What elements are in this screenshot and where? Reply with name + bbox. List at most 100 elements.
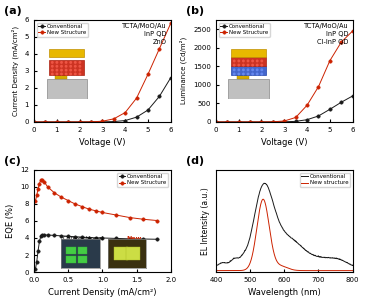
New Structure bbox=[66, 120, 70, 124]
New structure bbox=[350, 269, 355, 272]
Text: TCTA/MoO/Au
InP QD
Cl-InP QD: TCTA/MoO/Au InP QD Cl-InP QD bbox=[304, 23, 349, 45]
Conventional bbox=[141, 237, 146, 241]
New Structure bbox=[73, 202, 77, 206]
Conventional bbox=[35, 260, 39, 264]
New Structure bbox=[293, 116, 298, 119]
Conventional bbox=[134, 115, 139, 119]
Y-axis label: Luminance (Cd/m²): Luminance (Cd/m²) bbox=[180, 37, 188, 105]
New Structure bbox=[169, 22, 173, 25]
Conventional bbox=[350, 264, 355, 267]
Conventional bbox=[43, 120, 47, 124]
New Structure bbox=[114, 213, 118, 217]
New Structure bbox=[100, 119, 104, 123]
New Structure bbox=[33, 200, 38, 203]
New Structure bbox=[146, 72, 150, 76]
Text: TCTA/MoO/Au
InP QD
ZnO: TCTA/MoO/Au InP QD ZnO bbox=[122, 23, 167, 45]
New Structure bbox=[42, 180, 46, 184]
Conventional bbox=[328, 108, 332, 111]
New Structure bbox=[305, 103, 309, 107]
New Structure bbox=[157, 47, 162, 51]
Conventional bbox=[347, 262, 351, 265]
New Structure bbox=[37, 182, 42, 185]
Conventional bbox=[100, 120, 104, 124]
New Structure bbox=[52, 191, 57, 195]
Conventional bbox=[146, 108, 150, 112]
Conventional bbox=[87, 236, 91, 239]
New Structure bbox=[112, 117, 116, 121]
Conventional bbox=[293, 120, 298, 123]
Conventional bbox=[80, 235, 84, 239]
Conventional bbox=[33, 268, 38, 271]
Conventional bbox=[36, 249, 40, 253]
Line: Conventional: Conventional bbox=[216, 183, 353, 266]
Conventional bbox=[350, 94, 355, 98]
New Structure bbox=[36, 187, 40, 191]
New Structure bbox=[40, 178, 45, 181]
X-axis label: Voltage (V): Voltage (V) bbox=[79, 138, 126, 147]
New Structure bbox=[80, 205, 84, 208]
Conventional bbox=[100, 236, 104, 240]
New structure bbox=[347, 269, 351, 272]
Conventional bbox=[123, 119, 127, 122]
New Structure bbox=[43, 120, 47, 124]
New Structure bbox=[32, 120, 36, 124]
Legend: Conventional, New structure: Conventional, New structure bbox=[300, 173, 350, 187]
New Structure bbox=[89, 120, 93, 124]
New Structure bbox=[66, 199, 70, 202]
Conventional bbox=[93, 236, 98, 240]
New structure bbox=[347, 269, 351, 272]
New Structure bbox=[328, 59, 332, 62]
Legend: Conventional, New Structure: Conventional, New Structure bbox=[219, 23, 270, 37]
Line: New Structure: New Structure bbox=[34, 178, 159, 222]
New Structure bbox=[350, 29, 355, 33]
New Structure bbox=[141, 218, 146, 221]
X-axis label: Wavelength (nm): Wavelength (nm) bbox=[248, 288, 321, 298]
Conventional bbox=[237, 120, 241, 124]
Y-axis label: EL Intensity (a.u.): EL Intensity (a.u.) bbox=[201, 187, 210, 255]
Conventional bbox=[214, 120, 218, 124]
Y-axis label: EQE (%): EQE (%) bbox=[5, 204, 15, 238]
Legend: Conventional, New Structure: Conventional, New Structure bbox=[117, 173, 168, 187]
New Structure bbox=[35, 194, 39, 197]
Conventional bbox=[169, 76, 173, 79]
New structure bbox=[221, 269, 225, 272]
Text: (b): (b) bbox=[186, 6, 204, 16]
Conventional bbox=[73, 235, 77, 238]
New structure bbox=[280, 264, 285, 268]
Conventional bbox=[32, 120, 36, 124]
New Structure bbox=[339, 40, 343, 44]
Text: (d): (d) bbox=[186, 156, 204, 166]
Y-axis label: Current Density (mA/cm²): Current Density (mA/cm²) bbox=[12, 26, 19, 116]
Conventional bbox=[89, 120, 93, 124]
New Structure bbox=[225, 120, 230, 124]
New Structure bbox=[93, 209, 98, 213]
New Structure bbox=[214, 120, 218, 124]
Conventional bbox=[277, 219, 281, 223]
Text: (c): (c) bbox=[4, 156, 21, 166]
New structure bbox=[277, 262, 281, 266]
Conventional bbox=[59, 234, 64, 238]
Conventional bbox=[316, 114, 321, 118]
Conventional bbox=[305, 118, 309, 122]
New structure bbox=[214, 269, 218, 272]
Conventional bbox=[114, 237, 118, 240]
Conventional bbox=[52, 234, 57, 237]
Conventional bbox=[282, 120, 287, 124]
Legend: Conventional, New Structure: Conventional, New Structure bbox=[37, 23, 88, 37]
Conventional bbox=[55, 120, 59, 124]
Conventional bbox=[322, 255, 326, 259]
Line: Conventional: Conventional bbox=[32, 76, 173, 124]
Conventional bbox=[280, 226, 285, 230]
Line: Conventional: Conventional bbox=[214, 94, 354, 124]
Line: New Structure: New Structure bbox=[214, 29, 354, 124]
Conventional bbox=[346, 262, 351, 265]
Line: New structure: New structure bbox=[216, 199, 353, 271]
New structure bbox=[261, 197, 265, 201]
Text: Conventional: Conventional bbox=[62, 236, 104, 241]
Conventional bbox=[271, 120, 275, 124]
Conventional bbox=[221, 261, 225, 264]
New Structure bbox=[55, 120, 59, 124]
New Structure bbox=[39, 178, 43, 182]
Conventional bbox=[225, 120, 230, 124]
New Structure bbox=[271, 120, 275, 124]
